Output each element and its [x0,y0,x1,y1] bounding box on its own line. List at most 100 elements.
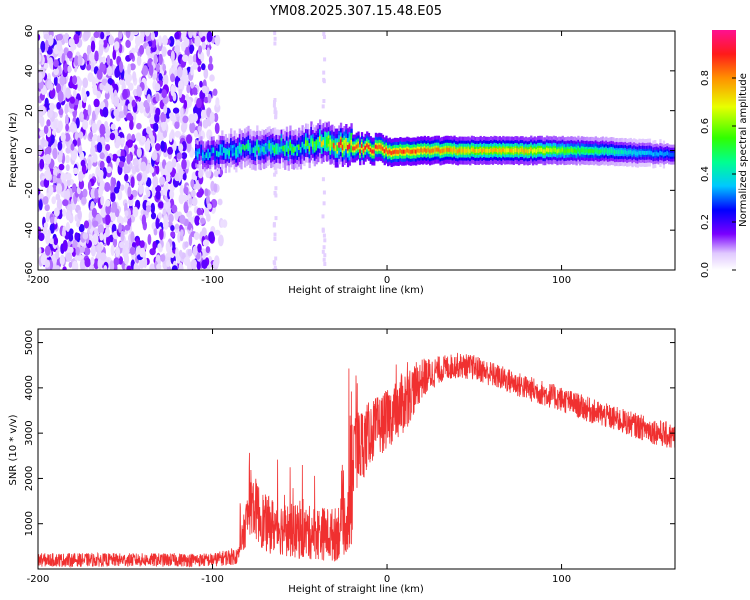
ridge-cell [388,149,392,154]
ridge-cell [575,149,578,154]
noise-cell [174,32,180,40]
noise-cell [62,199,69,207]
ridge-cell [418,148,421,153]
noise-cell [47,109,53,119]
ridge-cell [439,149,442,154]
noise-cell [52,174,57,184]
noise-cell [105,199,111,207]
ridge-cell [298,144,301,150]
noise-cell [183,99,188,110]
ridge-cell [659,151,662,155]
noise-cell [124,210,129,217]
ridge-cell [327,138,330,144]
ridge-cell [324,138,327,144]
snr-panel: -200 -100 0 100 1000 2000 3000 4000 5000 Height … [8,328,676,595]
noise-cell [44,259,50,268]
noise-cell [81,196,87,205]
spectrogram-ytick-label: 60 [24,25,35,38]
noise-cell [102,56,106,65]
noise-cell [132,206,139,218]
ridge-cell [425,148,428,153]
ridge-cell [655,151,659,156]
noise-cell [191,189,196,198]
noise-cell [190,259,198,270]
noise-cell [145,45,151,56]
noise-cell [139,45,145,55]
ridge-cell [620,149,624,154]
ridge-cell [369,148,372,153]
noise-cell [60,132,66,143]
noise-cell [99,160,105,169]
noise-cell [56,198,63,211]
noise-cell [131,99,136,108]
ridge-cell [345,140,348,147]
noise-cell [138,183,144,195]
ridge-cell [606,149,610,154]
noise-cell [100,252,107,261]
noise-cell [44,153,52,165]
ridge-cell [577,147,580,152]
noise-cell [135,238,140,247]
noise-cell [274,115,278,120]
noise-cell [65,114,69,126]
noise-cell [193,129,198,138]
noise-cell [58,163,65,171]
ridge-cell [444,147,447,152]
noise-cell [51,196,56,205]
ridge-cell [516,148,519,153]
ridge-cell [256,142,259,148]
ridge-cell [428,149,432,154]
noise-cell [141,214,147,227]
ridge-cell [228,150,231,156]
noise-cell [108,35,115,46]
noise-cell [76,220,81,228]
noise-cell [57,90,64,103]
noise-cell [191,87,198,95]
ridge-cell [416,148,419,153]
noise-cell [78,99,83,110]
noise-cell [136,147,142,158]
ridge-cell [259,147,262,154]
noise-cell [129,119,134,131]
ridge-cell [212,147,215,153]
noise-cell [154,83,161,92]
noise-cell [62,266,67,270]
ridge-cell [476,148,479,153]
noise-cell [124,173,129,182]
noise-cell [109,132,116,141]
noise-cell [165,241,171,253]
noise-cell [75,117,80,129]
noise-cell [113,186,120,194]
noise-cell [220,219,225,228]
ridge-cell [474,149,477,153]
noise-cell [273,265,277,270]
ridge-cell [455,149,458,153]
noise-cell [155,165,160,175]
noise-cell [91,122,98,134]
noise-cell [196,207,202,216]
noise-cell [212,88,218,96]
spectrogram-panel: -200 -100 0 100 60 40 20 0 -20 -40 -60 Height of s… [8,25,676,296]
noise-cell [48,184,54,196]
noise-cell [139,247,146,258]
noise-cell [124,224,131,231]
noise-cell [194,215,201,226]
ridge-cell [556,149,559,154]
noise-cell [71,260,79,270]
noise-cell [91,76,97,88]
noise-cell [74,232,79,241]
noise-cell [322,257,326,262]
noise-cell [90,201,95,211]
noise-cell [146,93,151,104]
noise-cell [53,207,60,217]
noise-cell [190,82,195,89]
noise-cell [132,157,139,167]
ridge-cell [594,148,597,153]
ridge-cell [273,147,276,153]
ridge-cell [584,149,587,153]
noise-cell [77,54,83,66]
noise-cell [130,231,135,244]
noise-cell [115,246,120,258]
noise-cell [323,57,327,62]
noise-cell [201,85,208,94]
